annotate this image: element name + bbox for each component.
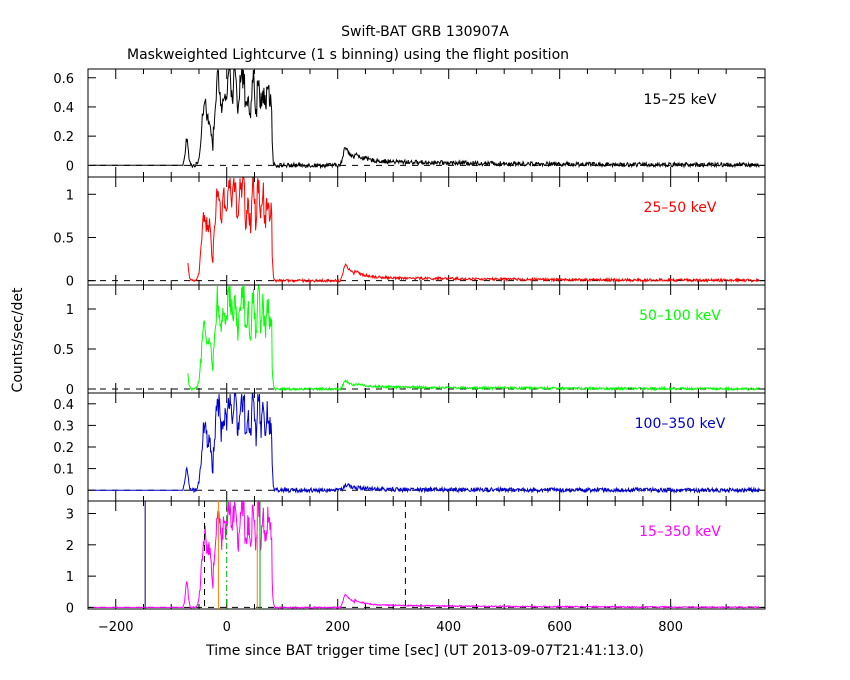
y-tick-label: 0 <box>66 275 74 290</box>
y-tick-label: 1 <box>66 570 74 585</box>
series-line <box>93 68 760 170</box>
y-tick-label: 0 <box>66 159 74 174</box>
y-tick-label: 0.2 <box>53 130 74 145</box>
panel-2: 0 0.5 1 25–50 keV <box>53 176 766 290</box>
y-tick-label: 0.5 <box>53 343 74 358</box>
y-tick-label: 1 <box>66 303 74 318</box>
panel-frame <box>87 500 766 610</box>
y-tick-label: 1 <box>66 188 74 203</box>
y-tick-label: 3 <box>66 508 74 523</box>
band-label: 15–350 keV <box>639 524 721 540</box>
panel-5: 0 1 2 3 15–350 keV −200 0 200 400 600 800 <box>66 500 766 635</box>
band-label: 25–50 keV <box>644 200 717 216</box>
x-tick-label: 600 <box>547 620 572 635</box>
y-tick-label: 0.4 <box>53 398 74 413</box>
series-line <box>93 500 760 610</box>
y-tick-label: 0.1 <box>53 463 74 478</box>
panel-4: 0 0.1 0.2 0.3 0.4 100–350 keV <box>53 392 766 502</box>
series-line <box>93 392 760 495</box>
y-tick-label: 0.4 <box>53 101 74 116</box>
x-tick-label: 200 <box>325 620 350 635</box>
x-axis-label: Time since BAT trigger time [sec] (UT 20… <box>205 643 644 659</box>
y-tick-label: 2 <box>66 539 74 554</box>
y-tick-label: 0.3 <box>53 419 74 434</box>
series-line <box>187 285 760 392</box>
y-tick-label: 0.2 <box>53 441 74 456</box>
x-tick-label: 0 <box>223 620 231 635</box>
chart-title: Swift-BAT GRB 130907A <box>341 24 509 40</box>
band-label: 100–350 keV <box>635 416 726 432</box>
y-tick-label: 0.5 <box>53 231 74 246</box>
series-line <box>187 177 760 284</box>
y-tick-label: 0 <box>66 484 74 499</box>
x-tick-label: 400 <box>436 620 461 635</box>
y-tick-label: 0 <box>66 383 74 398</box>
y-tick-label: 0 <box>66 601 74 616</box>
chart-subtitle: Maskweighted Lightcurve (1 s binning) us… <box>127 47 569 63</box>
panels: 0 0.2 0.4 0.6 15–25 keV 0 0.5 1 25–50 keV 0 0.5 1 50… <box>53 68 766 635</box>
panel-1: 0 0.2 0.4 0.6 15–25 keV <box>53 68 766 178</box>
y-axis-label: Counts/sec/det <box>10 287 26 392</box>
panel-frame <box>87 176 766 286</box>
band-label: 50–100 keV <box>639 308 721 324</box>
y-tick-label: 0.6 <box>53 72 74 87</box>
panel-3: 0 0.5 1 50–100 keV <box>53 284 766 398</box>
band-label: 15–25 keV <box>644 92 717 108</box>
panel-frame <box>87 284 766 394</box>
x-tick-label: 800 <box>658 620 683 635</box>
x-tick-label: −200 <box>98 620 134 635</box>
